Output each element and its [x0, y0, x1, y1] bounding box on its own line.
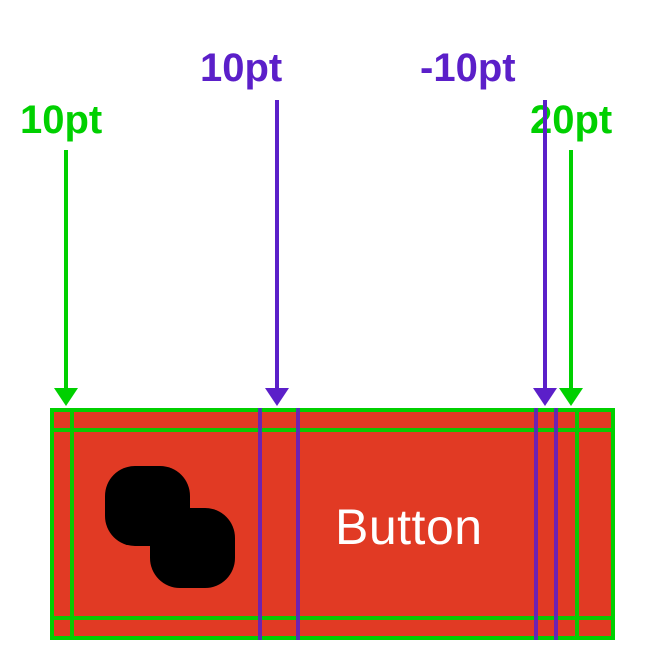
title-right-offset-label: -10pt: [420, 48, 516, 88]
title-offset-left-guide: [534, 408, 538, 640]
content-inset-left-guide: [70, 408, 74, 640]
button-image-icon: [95, 458, 260, 603]
arrow-line: [64, 150, 68, 390]
arrow-head-icon: [265, 388, 289, 406]
arrow-head-icon: [54, 388, 78, 406]
title-padding-label: 10pt: [200, 48, 282, 88]
arrow-head-icon: [559, 388, 583, 406]
arrow-head-icon: [533, 388, 557, 406]
title-padding-right-guide: [296, 408, 300, 640]
arrow-line: [543, 100, 547, 390]
content-inset-bottom-guide: [50, 616, 615, 620]
content-inset-right-guide: [575, 408, 579, 640]
content-inset-top-guide: [50, 428, 615, 432]
button-title: Button: [335, 498, 483, 556]
diagram-canvas: 10pt 10pt -10pt 20pt Button: [0, 0, 668, 666]
inset-left-label: 10pt: [20, 100, 102, 140]
arrow-line: [569, 150, 573, 390]
arrow-line: [275, 100, 279, 390]
title-offset-right-guide: [554, 408, 558, 640]
